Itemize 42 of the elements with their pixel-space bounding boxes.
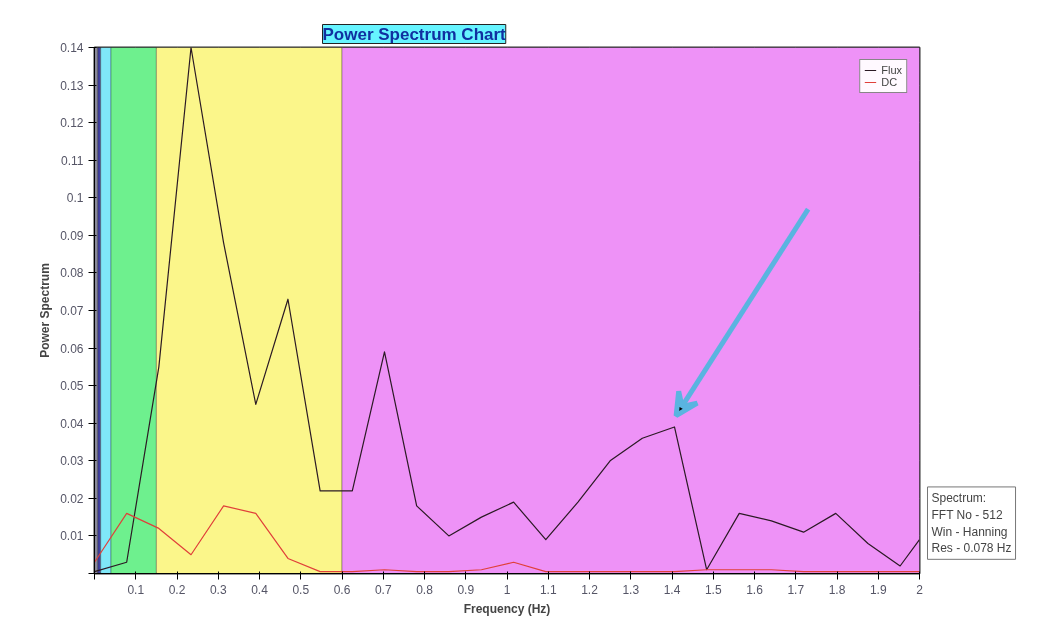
y-tick-label: 0.11 xyxy=(61,153,84,168)
y-tick-label: 0.09 xyxy=(60,228,84,243)
x-tick-label: 0.7 xyxy=(374,582,392,597)
y-tick-label: 0.13 xyxy=(60,78,84,93)
y-tick-label: 0.12 xyxy=(60,116,84,131)
x-tick-label: 0.1 xyxy=(127,582,145,597)
y-tick-label: 0.08 xyxy=(60,266,84,281)
x-tick-label: 0.5 xyxy=(292,582,310,597)
x-tick-label: 2 xyxy=(916,582,924,597)
x-tick-label: 1.5 xyxy=(704,582,722,597)
legend-label: Flux xyxy=(881,64,902,76)
y-tick-label: 0.1 xyxy=(66,191,84,206)
x-tick-label: 0.3 xyxy=(209,582,227,597)
x-tick-label: 1.9 xyxy=(869,582,887,597)
y-tick-label: 0.05 xyxy=(60,379,84,394)
y-tick-label: 0.01 xyxy=(60,529,84,544)
text: Spectrum: xyxy=(931,490,987,505)
x-tick-label: 1.3 xyxy=(622,582,640,597)
x-tick-label: 0.9 xyxy=(457,582,475,597)
y-tick-label: 0.07 xyxy=(60,304,84,318)
x-tick-label: 1.8 xyxy=(828,582,846,597)
x-tick-label: 0.4 xyxy=(251,582,269,597)
text: Win - Hanning xyxy=(931,524,1008,539)
y-tick-label: 0.14 xyxy=(60,41,84,55)
y-axis-title: Power Spectrum xyxy=(38,263,53,358)
text: Res - 0.078 Hz xyxy=(931,541,1012,556)
x-axis-title: Frequency (Hz) xyxy=(463,601,551,616)
x-tick-label: 0.2 xyxy=(168,582,186,597)
x-tick-label: 1.6 xyxy=(746,582,764,597)
y-tick-label: 0.04 xyxy=(60,416,84,431)
x-tick-label: 1.2 xyxy=(581,582,599,597)
x-tick-label: 1 xyxy=(503,582,511,597)
y-tick-label: 0.06 xyxy=(60,341,84,356)
x-tick-label: 0.8 xyxy=(416,582,434,597)
x-tick-label: 1.7 xyxy=(787,582,805,597)
x-tick-label: 1.4 xyxy=(663,582,681,597)
y-tick-label: 0.02 xyxy=(60,491,84,506)
x-tick-label: 0.6 xyxy=(333,582,351,597)
y-tick-label: 0.03 xyxy=(60,454,84,469)
legend-label: DC xyxy=(881,76,899,88)
x-tick-label: 1.1 xyxy=(539,582,557,597)
text: FFT No - 512 xyxy=(931,507,1003,522)
